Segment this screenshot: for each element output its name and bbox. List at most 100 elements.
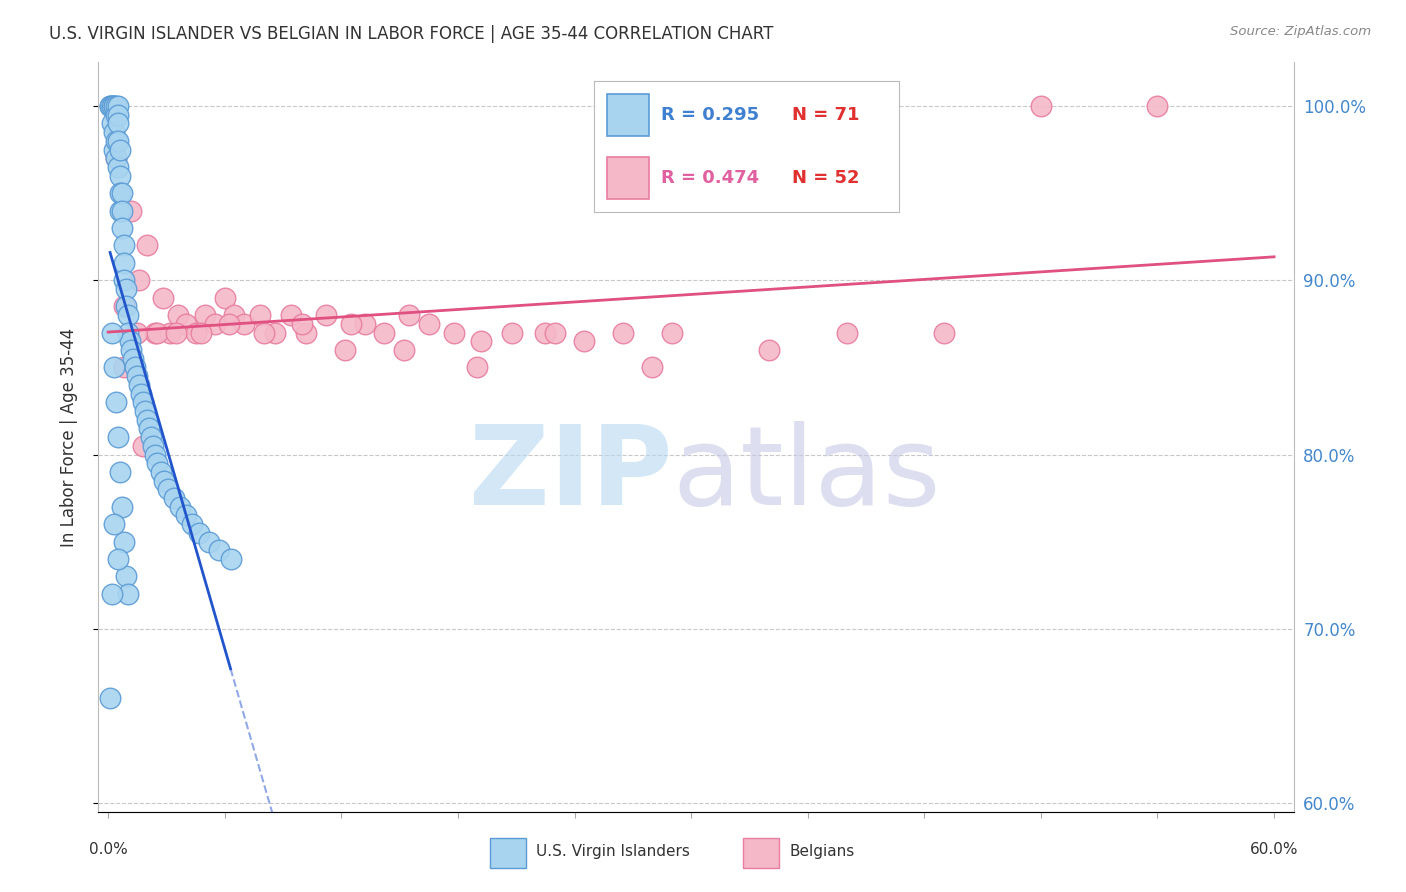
Point [104, 151, 127, 165]
Point [114, 299, 136, 313]
Point [188, 525, 211, 540]
Point [145, 456, 167, 470]
Point [104, 99, 127, 113]
Point [340, 317, 363, 331]
Point [169, 500, 191, 514]
Point [112, 360, 135, 375]
Point [143, 326, 166, 340]
Point [104, 134, 127, 148]
Point [101, 116, 124, 130]
Point [108, 169, 131, 183]
Point [544, 326, 567, 340]
Point [139, 430, 162, 444]
Point [180, 517, 202, 532]
Point [112, 256, 135, 270]
Point [128, 377, 150, 392]
Point [107, 134, 129, 148]
Point [194, 308, 217, 322]
Point [101, 326, 124, 340]
Point [315, 308, 337, 322]
Point [134, 404, 156, 418]
Point [157, 483, 180, 497]
Text: atlas: atlas [672, 421, 941, 528]
Point [107, 552, 129, 566]
Point [1029, 99, 1052, 113]
Point [418, 317, 440, 331]
Point [120, 203, 142, 218]
Point [612, 326, 634, 340]
Point [470, 334, 492, 349]
Point [291, 317, 314, 331]
Text: 0.0%: 0.0% [89, 842, 128, 857]
Point [120, 343, 142, 357]
Point [114, 569, 136, 583]
Point [758, 343, 780, 357]
Point [107, 430, 129, 444]
Point [165, 326, 187, 340]
Point [117, 308, 139, 322]
Point [124, 360, 146, 375]
Point [129, 386, 152, 401]
Point [104, 151, 127, 165]
Point [111, 186, 134, 201]
Point [252, 326, 274, 340]
Point [114, 282, 136, 296]
Point [661, 326, 683, 340]
Point [122, 351, 145, 366]
Point [136, 412, 159, 426]
Text: ZIP: ZIP [468, 421, 672, 528]
Point [117, 587, 139, 601]
Point [98, 99, 121, 113]
Point [101, 99, 124, 113]
Point [112, 238, 135, 252]
Point [353, 317, 375, 331]
Point [117, 326, 139, 340]
Point [143, 448, 166, 462]
Point [224, 308, 246, 322]
Point [108, 143, 131, 157]
Point [101, 99, 124, 113]
Point [467, 360, 489, 375]
Text: Belgians: Belgians [789, 845, 855, 859]
Point [443, 326, 465, 340]
Point [128, 273, 150, 287]
Point [112, 534, 135, 549]
Text: U.S. Virgin Islanders: U.S. Virgin Islanders [536, 845, 690, 859]
Point [132, 439, 155, 453]
Point [98, 99, 121, 113]
Point [104, 108, 127, 122]
Point [107, 160, 129, 174]
Point [111, 221, 134, 235]
Point [174, 508, 197, 523]
Text: U.S. VIRGIN ISLANDER VS BELGIAN IN LABOR FORCE | AGE 35-44 CORRELATION CHART: U.S. VIRGIN ISLANDER VS BELGIAN IN LABOR… [49, 25, 773, 43]
Point [574, 334, 596, 349]
FancyBboxPatch shape [491, 838, 526, 868]
Point [112, 273, 135, 287]
Point [101, 587, 124, 601]
Point [104, 395, 127, 409]
Point [218, 317, 240, 331]
Point [142, 439, 165, 453]
Point [184, 326, 207, 340]
Point [159, 326, 181, 340]
Point [108, 186, 131, 201]
Point [190, 326, 212, 340]
Point [264, 326, 287, 340]
Point [153, 474, 176, 488]
Point [152, 291, 174, 305]
Point [103, 143, 125, 157]
Point [127, 326, 149, 340]
Point [103, 99, 125, 113]
Point [835, 326, 858, 340]
Point [641, 360, 664, 375]
Text: Source: ZipAtlas.com: Source: ZipAtlas.com [1230, 25, 1371, 38]
Point [249, 308, 271, 322]
Point [112, 299, 135, 313]
Point [103, 125, 125, 139]
Point [398, 308, 420, 322]
FancyBboxPatch shape [744, 838, 779, 868]
Point [103, 517, 125, 532]
Point [132, 395, 155, 409]
Point [219, 552, 242, 566]
Point [111, 203, 134, 218]
